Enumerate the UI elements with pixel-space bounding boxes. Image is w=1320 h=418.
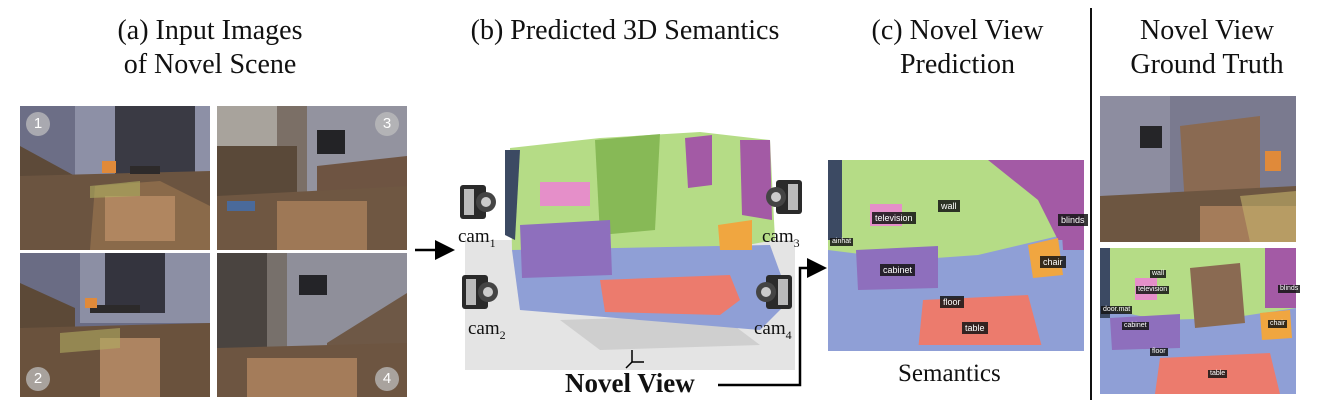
image-badge-4: 4 <box>375 367 399 391</box>
arrow-novel-view-to-prediction <box>718 258 827 387</box>
panel-divider <box>1090 8 1092 400</box>
gt-label-television: television <box>1136 286 1170 294</box>
pred-label-table: table <box>962 322 988 334</box>
camera-icon-3 <box>766 180 802 214</box>
novel-view-label: Novel View <box>565 368 695 398</box>
camera-icon-1 <box>460 185 496 219</box>
axis-glyph <box>625 350 644 369</box>
cam-label-2: cam2 <box>468 318 506 342</box>
gt-label-table: table <box>1208 370 1228 378</box>
image-badge-1: 1 <box>26 112 50 136</box>
input-image-2: 2 <box>20 253 210 397</box>
panel-b-title: (b) Predicted 3D Semantics <box>470 15 780 46</box>
pred-label-cabinet: cabinet <box>880 264 916 276</box>
image-badge-3: 3 <box>375 112 399 136</box>
cam-label-3: cam3 <box>762 226 800 250</box>
panel-d-title: Novel View Ground Truth <box>1130 15 1284 80</box>
camera-icon-4 <box>756 275 792 309</box>
pred-label-floor: floor <box>940 296 964 308</box>
panel-c-title: (c) Novel View Prediction <box>871 15 1044 80</box>
pred-label-chair: chair <box>1040 256 1066 268</box>
gt-label-door: door.mat <box>1101 306 1133 314</box>
ground-truth-semantics-image <box>1100 248 1296 394</box>
input-image-4: 4 <box>217 253 407 397</box>
pred-label-television: television <box>872 212 916 224</box>
gt-label-wall: wall <box>1150 270 1167 278</box>
pred-label-left-edge: ainhat <box>830 238 854 246</box>
ground-truth-photo <box>1100 96 1296 242</box>
image-badge-2: 2 <box>26 367 50 391</box>
cam-label-4: cam4 <box>754 318 792 342</box>
gt-label-floor: floor <box>1150 348 1168 356</box>
input-image-4-art <box>217 253 407 397</box>
semantics-caption: Semantics <box>898 360 1001 387</box>
gt-label-blinds: blinds <box>1278 285 1301 293</box>
gt-label-chair: chair <box>1268 320 1288 328</box>
camera-icon-2 <box>462 275 498 309</box>
panel-a-title: (a) Input Images of Novel Scene <box>117 15 303 80</box>
input-image-1-art <box>20 106 210 250</box>
input-image-3-art <box>217 106 407 250</box>
semantic-mesh <box>505 132 790 330</box>
cam-label-1: cam1 <box>458 226 496 250</box>
input-image-3: 3 <box>217 106 407 250</box>
pred-label-wall: wall <box>938 200 960 212</box>
gt-label-cabinet: cabinet <box>1122 322 1149 330</box>
pred-label-blinds: blinds <box>1058 214 1088 226</box>
input-image-1: 1 <box>20 106 210 250</box>
